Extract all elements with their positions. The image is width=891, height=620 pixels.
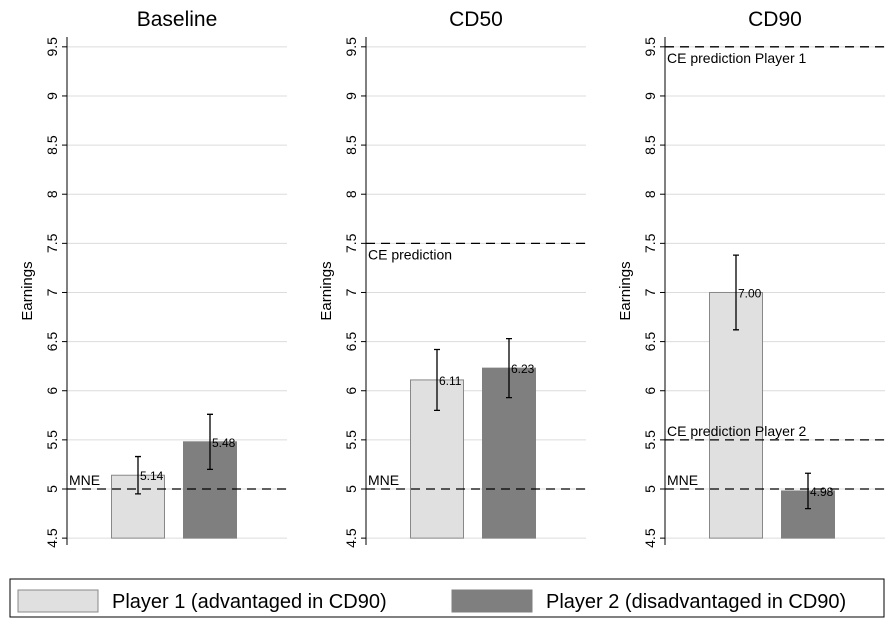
y-tick-label: 5: [44, 485, 60, 493]
y-tick-label: 7: [44, 288, 60, 296]
value-label: 5.14: [140, 469, 164, 483]
y-tick-label: 9.5: [343, 37, 359, 57]
y-tick-label: 6.5: [44, 332, 60, 352]
y-tick-label: 4.5: [642, 528, 658, 548]
y-tick-label: 9: [44, 92, 60, 100]
panel-title: CD50: [449, 8, 503, 31]
reference-label: CE prediction: [368, 246, 452, 262]
reference-label: MNE: [667, 472, 698, 488]
y-tick-label: 9: [642, 92, 658, 100]
panel-title: CD90: [748, 8, 802, 31]
legend-box: [9, 578, 885, 618]
error-bar: [434, 348, 440, 412]
y-tick-label: 7.5: [642, 233, 658, 253]
error-bar: [135, 455, 141, 495]
legend-swatch: [451, 589, 533, 613]
legend-label: Player 1 (advantaged in CD90): [112, 591, 387, 613]
reference-label: MNE: [69, 472, 100, 488]
y-tick-label: 8.5: [642, 135, 658, 155]
error-bar: [506, 338, 512, 399]
error-bar: [207, 413, 213, 470]
error-bar: [733, 254, 739, 331]
y-tick-label: 6.5: [642, 332, 658, 352]
value-label: 4.98: [810, 485, 834, 499]
y-tick-label: 8.5: [343, 135, 359, 155]
y-tick-label: 8: [343, 190, 359, 198]
reference-label: CE prediction Player 2: [667, 423, 807, 439]
y-tick-label: 5: [343, 485, 359, 493]
panel-title: Baseline: [137, 8, 218, 31]
y-tick-label: 4.5: [44, 528, 60, 548]
y-tick-label: 8.5: [44, 135, 60, 155]
y-tick-label: 9: [343, 92, 359, 100]
error-bar: [805, 472, 811, 510]
y-tick-label: 6.5: [343, 332, 359, 352]
y-tick-label: 7.5: [343, 233, 359, 253]
legend-label: Player 2 (disadvantaged in CD90): [546, 591, 846, 613]
y-axis-label: Earnings: [617, 261, 634, 320]
y-tick-label: 6: [642, 387, 658, 395]
value-label: 6.23: [511, 362, 535, 376]
y-axis-label: Earnings: [318, 261, 335, 320]
y-tick-label: 7: [642, 288, 658, 296]
y-tick-label: 7: [343, 288, 359, 296]
y-tick-label: 9.5: [642, 37, 658, 57]
y-tick-label: 8: [642, 190, 658, 198]
y-tick-label: 6: [343, 387, 359, 395]
y-tick-label: 4.5: [343, 528, 359, 548]
legend-swatch: [17, 589, 99, 613]
y-tick-label: 8: [44, 190, 60, 198]
y-tick-label: 5.5: [44, 430, 60, 450]
reference-label: CE prediction Player 1: [667, 50, 807, 66]
value-label: 6.11: [439, 374, 462, 388]
y-tick-label: 6: [44, 387, 60, 395]
y-tick-label: 5.5: [642, 430, 658, 450]
y-tick-label: 5: [642, 485, 658, 493]
value-label: 7.00: [738, 286, 762, 300]
reference-label: MNE: [368, 472, 399, 488]
bar: [183, 441, 237, 539]
y-tick-label: 7.5: [44, 233, 60, 253]
y-axis-label: Earnings: [19, 261, 36, 320]
y-tick-label: 9.5: [44, 37, 60, 57]
y-tick-label: 5.5: [343, 430, 359, 450]
value-label: 5.48: [212, 436, 236, 450]
